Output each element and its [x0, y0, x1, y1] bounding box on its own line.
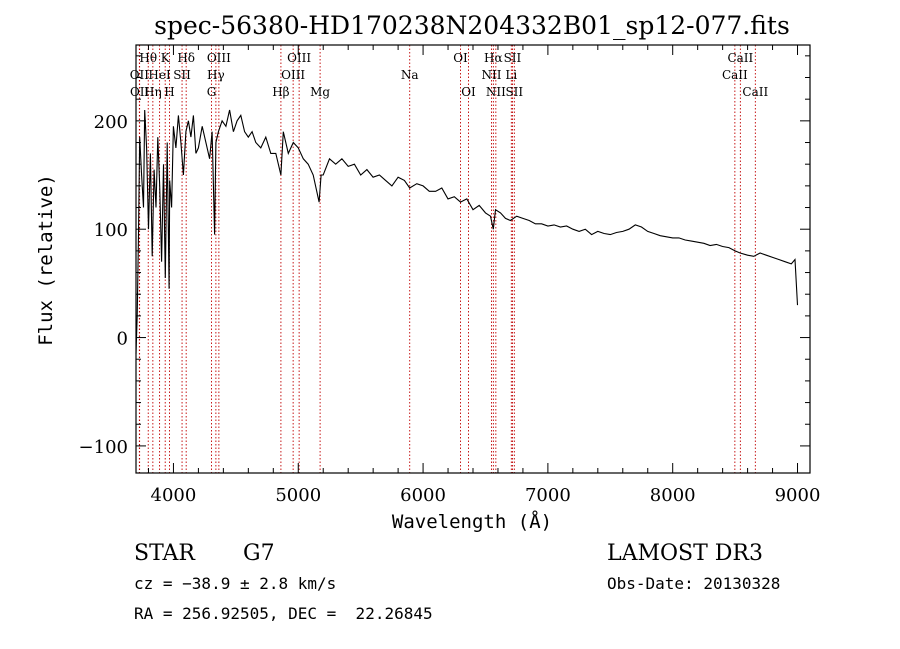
line-marker-label: Hθ: [139, 51, 157, 65]
line-marker-label: SII: [504, 51, 522, 65]
x-tick-label: 5000: [275, 485, 321, 506]
x-axis-ticks: 4000 5000 6000 7000 8000 9000: [147, 45, 821, 506]
line-marker-label: K: [161, 51, 171, 65]
line-marker-label: Na: [401, 68, 419, 82]
y-tick-label: 200: [94, 112, 128, 133]
line-marker-label: CaII: [742, 85, 768, 99]
line-marker-label: CaII: [722, 68, 748, 82]
line-marker-label: NII: [481, 68, 501, 82]
chart-title: spec-56380-HD170238N204332B01_sp12-077.f…: [154, 11, 790, 40]
y-axis-ticks: −100 0 100 200: [79, 55, 810, 458]
line-marker-label: SII: [505, 85, 523, 99]
line-marker-label: Hβ: [272, 85, 289, 99]
object-subclass: G7: [243, 541, 275, 566]
line-markers: [138, 45, 756, 473]
x-axis-label: Wavelength (Å): [392, 510, 552, 533]
x-tick-label: 9000: [775, 485, 821, 506]
x-tick-label: 8000: [650, 485, 696, 506]
line-marker-label: OIII: [281, 68, 305, 82]
y-tick-label: −100: [79, 437, 128, 458]
coordinates-text: RA = 256.92505, DEC = 22.26845: [134, 604, 433, 623]
line-marker-label: Hα: [484, 51, 503, 65]
spectrum-line: [135, 109, 799, 354]
survey-name: LAMOST DR3: [607, 541, 763, 566]
redshift-text: cz = −38.9 ± 2.8 km/s: [134, 574, 336, 593]
x-tick-label: 4000: [151, 485, 197, 506]
line-marker-label: OI: [453, 51, 468, 65]
line-marker-label: OIII: [207, 51, 231, 65]
x-tick-label: 6000: [400, 485, 446, 506]
line-marker-label: CaII: [727, 51, 753, 65]
y-tick-label: 0: [117, 329, 128, 350]
line-marker-label: OII: [130, 85, 150, 99]
line-marker-label: Li: [505, 68, 517, 82]
line-marker-label: Mg: [310, 85, 330, 99]
line-marker-label: HeI: [148, 68, 171, 82]
line-marker-label: G: [207, 85, 217, 99]
line-marker-label: OII: [130, 68, 150, 82]
line-marker-label: NII: [486, 85, 506, 99]
line-marker-label: SII: [173, 68, 191, 82]
line-marker-label: Hγ: [207, 68, 225, 82]
line-marker-label: OIII: [287, 51, 311, 65]
plot-frame: [135, 44, 811, 474]
object-class: STAR: [134, 541, 196, 566]
x-tick-label: 7000: [525, 485, 571, 506]
line-marker-label: OI: [461, 85, 476, 99]
line-marker-label: Hη: [144, 85, 162, 99]
obs-date-text: Obs-Date: 20130328: [607, 574, 780, 593]
y-tick-label: 100: [94, 220, 128, 241]
line-marker-label: Hδ: [177, 51, 195, 65]
line-marker-label: H: [164, 85, 174, 99]
y-axis-label: Flux (relative): [35, 174, 57, 346]
